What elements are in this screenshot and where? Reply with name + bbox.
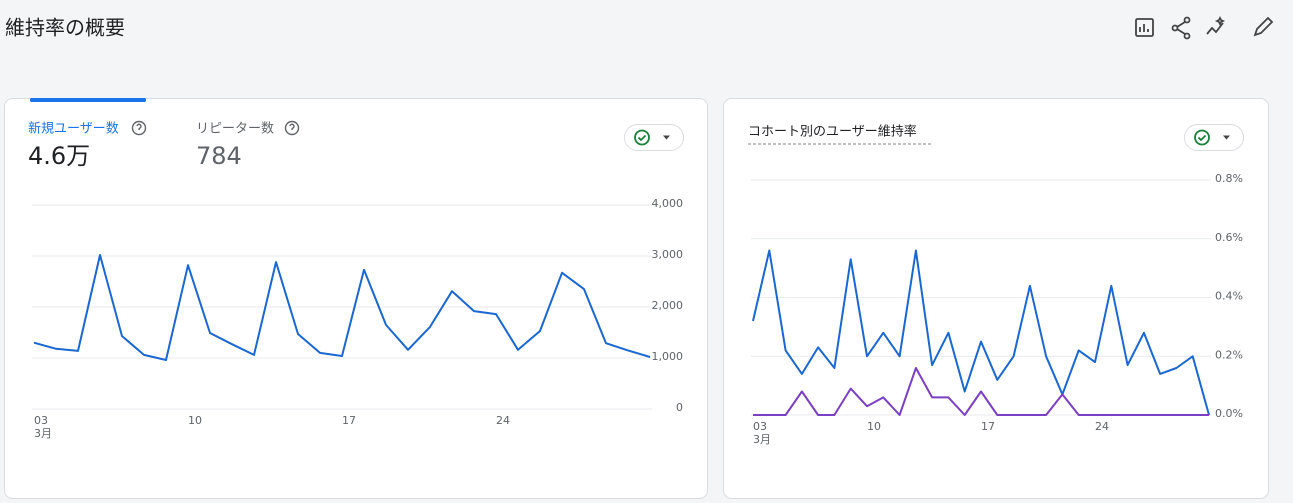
x-tick-label: 17 [981,420,995,433]
metric-label: リピーター数 [196,122,274,137]
y-tick-label: 1,000 [652,350,684,363]
x-sublabel: 3月 [753,433,771,446]
edit-icon[interactable] [1253,16,1274,37]
series-line [33,254,651,361]
x-tick-label: 10 [188,414,202,427]
metric-value: 4.6万 [28,142,90,170]
insights-icon[interactable] [1206,15,1226,35]
tab-indicator [30,98,146,102]
y-tick-label: 0.8% [1215,172,1243,185]
y-tick-label: 3,000 [652,248,684,261]
x-tick-label: 10 [867,420,881,433]
status-dropdown[interactable] [624,124,684,151]
toolbar [1135,15,1274,40]
metric-tab[interactable]: リピーター数 784 [196,120,300,171]
series-line [753,367,1209,416]
share-icon[interactable] [1171,16,1191,40]
y-tick-label: 2,000 [652,299,684,312]
y-tick-label: 0 [676,401,683,414]
help-icon[interactable] [131,120,147,136]
y-tick-label: 0.6% [1215,231,1243,244]
y-tick-label: 0.0% [1215,407,1243,420]
series-line [752,249,1210,416]
x-tick-label: 03 [753,420,767,433]
page-title: 維持率の概要 [5,16,125,40]
status-dropdown[interactable] [1184,124,1244,151]
metric-tab[interactable]: 新規ユーザー数 4.6万 [28,120,147,171]
metric-value: 784 [196,142,242,170]
help-icon[interactable] [284,120,300,136]
x-sublabel: 3月 [34,427,52,440]
y-tick-label: 4,000 [652,197,684,210]
chart-title: コホート別のユーザー維持率 [748,124,917,140]
y-tick-label: 0.4% [1215,290,1243,303]
card [723,98,1269,499]
x-tick-label: 17 [342,414,356,427]
x-tick-label: 24 [1095,420,1109,433]
x-tick-label: 03 [34,414,48,427]
edit-report-icon[interactable] [1135,18,1154,37]
metric-label: 新規ユーザー数 [28,121,119,137]
x-tick-label: 24 [496,414,510,427]
y-tick-label: 0.2% [1215,348,1243,361]
